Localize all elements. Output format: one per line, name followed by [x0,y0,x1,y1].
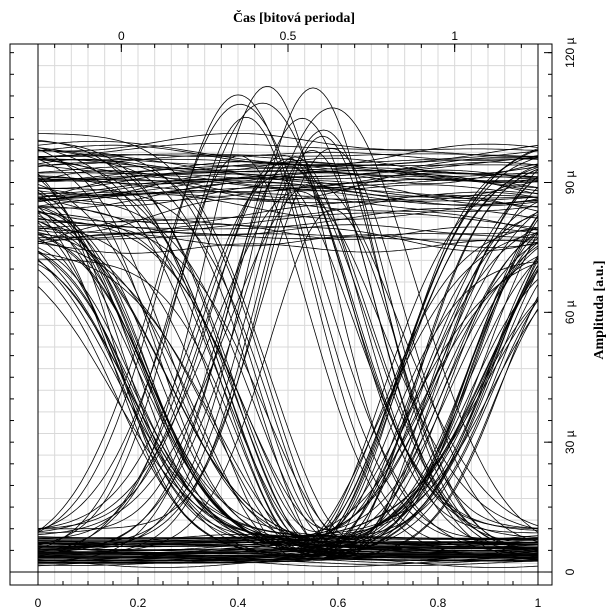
trace-rising-edge [38,237,539,563]
trace-rising-edge [38,256,539,553]
trace-isolated-zero [37,225,539,558]
trace-layer [37,85,539,568]
right-tick-label: 60 µ [563,300,577,324]
tick-marks [10,44,552,585]
trace-rising-edge [38,299,539,558]
trace-isolated-one [37,148,539,548]
trace-level-one [37,239,539,254]
trace-isolated-zero [38,258,539,558]
trace-level-one [37,173,539,205]
top-axis-title: Čas [bitová perioda] [233,9,355,26]
trace-isolated-zero [37,147,539,547]
top-tick-label: 0 [118,29,125,43]
trace-isolated-zero [37,159,539,547]
trace-isolated-one [37,94,538,546]
trace-isolated-one [37,155,538,556]
trace-isolated-zero [37,221,539,541]
trace-isolated-one [37,177,539,531]
trace-level-one [37,164,539,184]
trace-isolated-zero [38,198,539,543]
trace-falling-edge [37,211,538,548]
trace-falling-edge [37,210,538,556]
trace-level-one [37,158,539,185]
trace-isolated-one [37,154,539,530]
right-tick-label: 0 [563,568,577,575]
plot-frame [9,43,553,586]
bottom-tick-label: 0.6 [330,596,347,610]
top-tick-label: 0.5 [280,29,297,43]
trace-falling-edge [37,250,538,561]
bottom-tick-label: 1 [535,596,542,610]
trace-isolated-zero [38,150,539,531]
trace-isolated-one [37,85,538,541]
tick-labels: 0 0.2 0.4 0.6 0.8 1 0 0.5 1 0 30 µ 60 µ 90 µ 120 µ [35,29,577,610]
trace-isolated-zero [37,232,539,550]
right-tick-label: 90 µ [563,171,577,195]
trace-level-one [37,161,538,183]
right-tick-label: 30 µ [563,430,577,454]
trace-level-one [38,180,539,194]
trace-level-one [37,143,539,169]
bottom-tick-label: 0.8 [430,596,447,610]
trace-isolated-zero [37,158,539,538]
trace-isolated-one [37,182,539,535]
trace-level-one [37,191,539,225]
trace-level-one [37,218,539,252]
right-axis-title: Amplituda [a.u.] [592,260,607,359]
trace-isolated-zero [37,156,539,546]
trace-isolated-zero [38,133,539,541]
top-tick-label: 1 [451,29,458,43]
trace-isolated-one [37,102,539,538]
trace-level-one [37,172,539,189]
frame [9,43,553,586]
trace-falling-edge [37,212,538,557]
trace-isolated-zero [37,252,539,541]
trace-falling-edge [37,206,538,562]
trace-level-one [38,143,539,158]
trace-isolated-one [37,103,539,555]
trace-isolated-one [37,87,539,551]
trace-level-one [37,194,539,223]
trace-level-one [37,154,539,178]
trace-isolated-zero [37,206,539,554]
right-tick-label: 120 µ [563,37,577,67]
trace-isolated-one [37,156,539,551]
trace-level-one [37,170,539,196]
trace-level-one [37,161,539,173]
bottom-tick-label: 0.2 [130,596,147,610]
trace-isolated-zero [37,219,539,557]
trace-level-one [37,233,538,241]
bottom-tick-label: 0.4 [230,596,247,610]
trace-level-one [37,132,539,152]
trace-isolated-zero [37,139,539,550]
trace-level-one [37,198,539,234]
trace-isolated-one [37,107,539,554]
trace-rising-edge [38,284,539,541]
trace-isolated-one [38,117,539,562]
bottom-tick-label: 0 [35,596,42,610]
trace-isolated-one [38,209,539,553]
trace-rising-edge [38,231,539,561]
trace-isolated-zero [37,240,539,555]
trace-level-one [37,208,539,230]
trace-isolated-one [37,190,539,533]
trace-isolated-one [38,149,539,544]
trace-falling-edge [37,149,538,558]
